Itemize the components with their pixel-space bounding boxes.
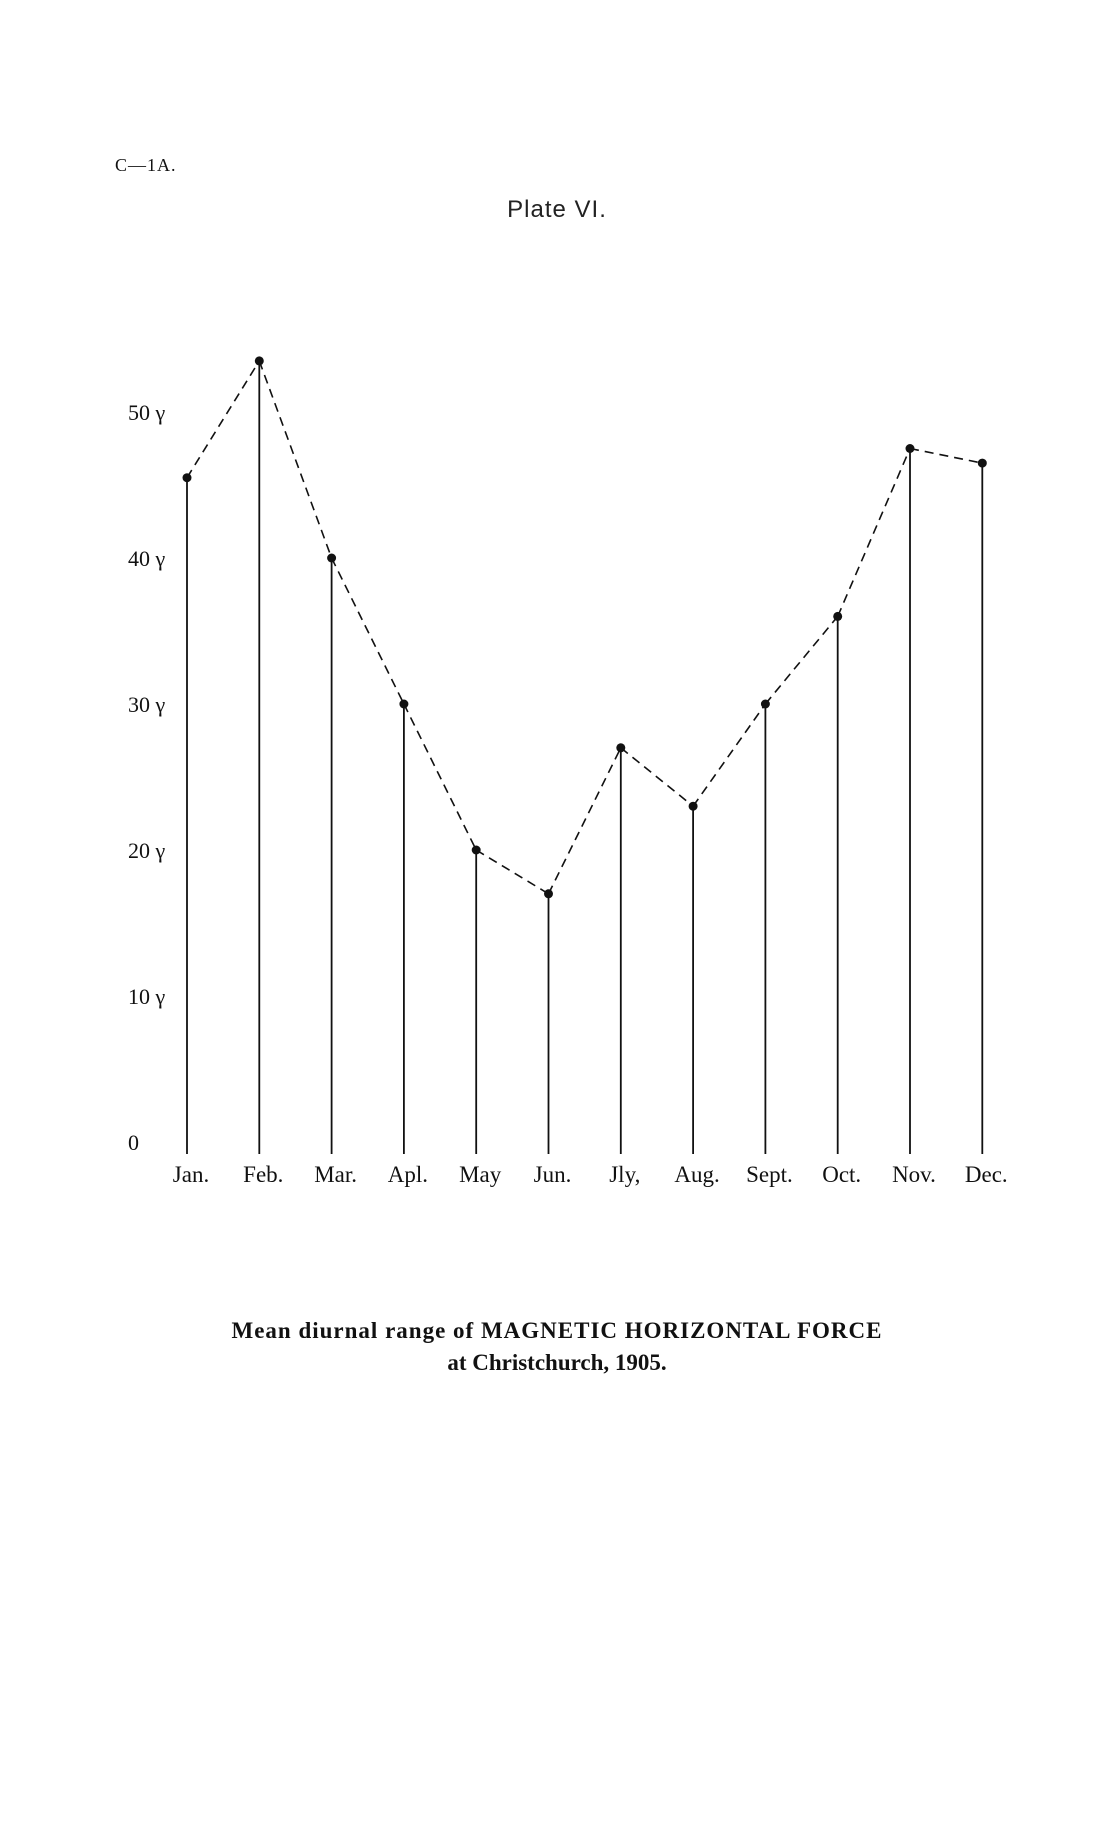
series-segment [909,447,983,464]
x-tick-label: Jan. [173,1162,209,1187]
series-segment [836,448,911,617]
data-point [471,845,481,855]
x-tick-label: Jly, [609,1162,640,1187]
x-axis-tick-labels: Jan. Feb. Mar. Apl. May Jun. Jly, Aug. Sept. Oct.… [173,1162,1008,1187]
x-tick-label: Oct. [822,1162,861,1187]
plate-title: Plate VI. [507,196,607,223]
y-tick-label: 30 γ [128,692,166,717]
x-tick-label: Mar. [314,1162,357,1187]
x-tick-label: Aug. [674,1162,719,1187]
series-segment [403,703,477,851]
data-point [254,356,264,366]
page-code: C—1A. [115,155,177,175]
data-points [182,356,987,899]
data-point [833,611,843,621]
x-tick-label: Sept. [746,1162,793,1187]
y-tick-label: 40 γ [128,546,166,571]
drop-lines [186,360,984,1154]
data-point [688,801,698,811]
series-segment [186,360,260,479]
data-point [182,473,192,483]
series-segment [330,557,405,705]
x-tick-label: May [459,1162,502,1187]
x-tick-label: Jun. [534,1162,572,1187]
y-tick-label: 0 [128,1130,139,1155]
data-point [544,889,553,899]
data-point [616,743,626,753]
series-segment [258,360,333,559]
series-segment [620,747,694,807]
y-tick-label: 10 γ [128,984,166,1009]
caption-line-2: at Christchurch, 1905. [447,1350,667,1375]
series-segment [692,703,767,807]
caption-line-1: Mean diurnal range of MAGNETIC HORIZONTA… [231,1318,883,1343]
data-point [905,444,915,453]
x-tick-label: Feb. [243,1162,283,1187]
data-point [760,699,770,709]
x-tick-label: Apl. [388,1162,428,1187]
x-tick-label: Dec. [965,1162,1008,1187]
series-segment [475,849,549,895]
series-segment [764,615,839,705]
series-line [186,360,983,895]
x-tick-label: Nov. [892,1162,936,1187]
y-tick-label: 50 γ [128,400,166,425]
y-tick-label: 20 γ [128,838,166,863]
y-axis-tick-labels: 0 10 γ 20 γ 30 γ 40 γ 50 γ [128,400,166,1155]
data-point [399,699,409,709]
series-segment [547,747,622,895]
data-point [327,553,337,563]
data-point [977,458,987,468]
